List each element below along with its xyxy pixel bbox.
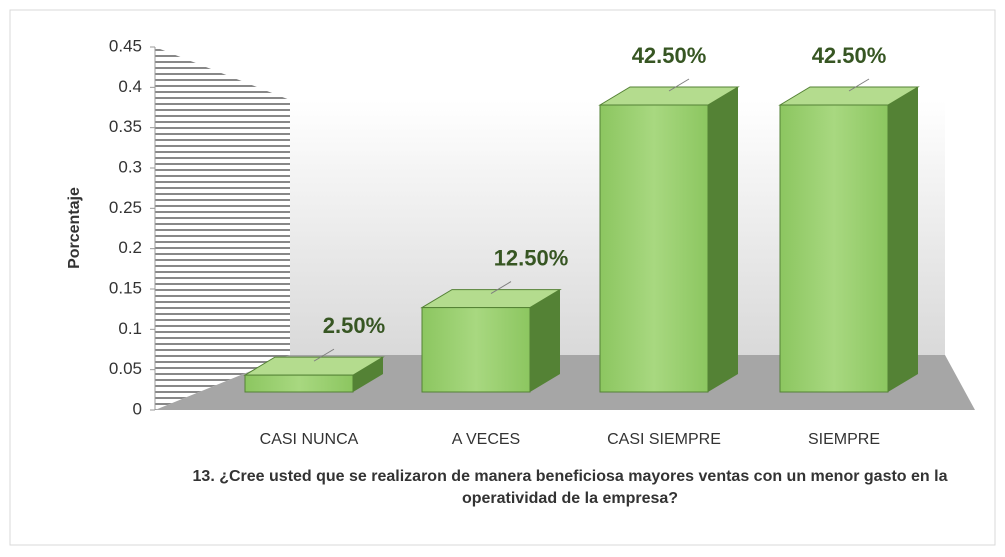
x-tick-label: CASI NUNCA: [260, 431, 359, 448]
x-tick-label: CASI SIEMPRE: [607, 431, 721, 448]
bar-side: [530, 289, 560, 392]
data-label: 42.50%: [812, 43, 887, 68]
x-axis-title: 13. ¿Cree usted que se realizaron de man…: [192, 468, 948, 507]
x-axis-title-box: 13. ¿Cree usted que se realizaron de man…: [192, 468, 948, 507]
bar-side: [708, 87, 738, 392]
x-tick-label: A VECES: [452, 431, 520, 448]
label-leader: [668, 78, 690, 92]
y-tick-label: 0.05: [109, 359, 142, 378]
x-tick-label: SIEMPRE: [808, 431, 880, 448]
bar: [779, 104, 889, 393]
y-tick-label: 0.1: [118, 319, 142, 338]
y-tick-label: 0.4: [118, 77, 142, 96]
y-tick-label: 0.2: [118, 238, 142, 257]
bar-side: [353, 357, 383, 392]
data-label: 12.50%: [494, 245, 569, 270]
y-tick-label: 0.35: [109, 117, 142, 136]
y-tick-label: 0: [133, 399, 142, 418]
data-label: 2.50%: [323, 313, 385, 338]
bar: [421, 307, 531, 393]
label-leader: [848, 78, 870, 92]
y-tick-label: 0.3: [118, 157, 142, 176]
data-label: 42.50%: [632, 43, 707, 68]
label-leader: [313, 348, 335, 362]
label-leader: [490, 281, 512, 295]
bar-side: [888, 87, 918, 392]
side-wall: [155, 47, 290, 410]
bar: [599, 104, 709, 393]
y-tick-label: 0.15: [109, 278, 142, 297]
y-axis-title: Porcentaje: [66, 187, 83, 269]
y-tick-label: 0.45: [109, 36, 142, 55]
y-tick-label: 0.25: [109, 198, 142, 217]
bar: [244, 374, 354, 393]
